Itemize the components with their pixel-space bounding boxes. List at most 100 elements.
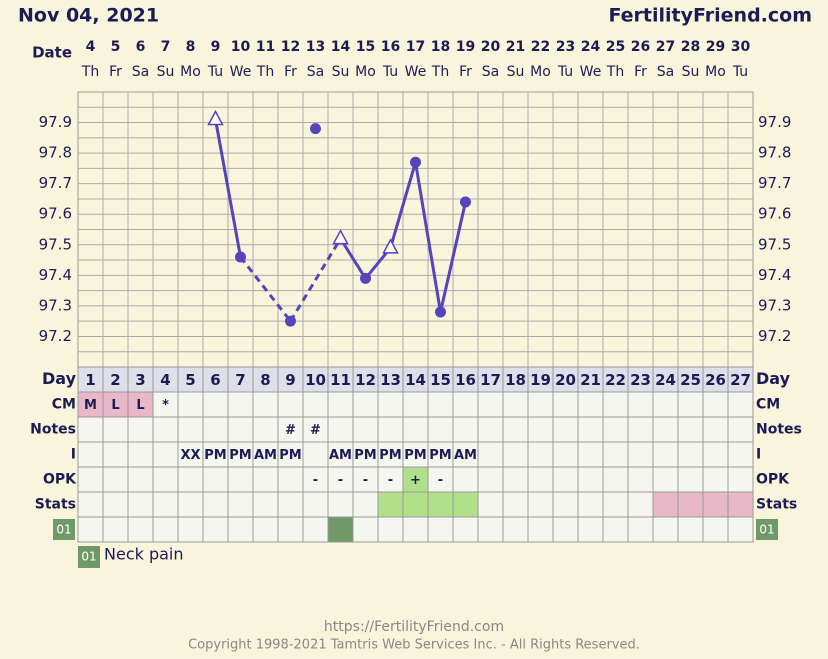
table-cell [677,366,704,393]
weekday-label: Th [431,64,449,80]
table-cell [402,491,429,518]
weekday-label: Su [682,64,700,80]
table-cell [277,491,304,518]
temp-point [285,315,296,327]
day-number: 22 [605,371,626,389]
table-cell [552,491,579,518]
date-label: 8 [186,39,196,55]
cell-text: - [438,473,443,488]
date-label: 4 [86,39,96,55]
table-cell [527,491,554,518]
table-cell [227,491,254,518]
date-label: 18 [431,39,450,55]
day-number: 5 [185,371,195,389]
table-cell [652,441,679,468]
table-cell [477,491,504,518]
table-cell [352,391,379,418]
weekday-label: Tu [557,64,573,80]
table-cell [452,391,479,418]
cell-text: # [285,423,296,438]
table-cell [327,366,354,393]
date-label: 16 [381,39,400,55]
temp-line [214,119,242,258]
table-cell [152,516,179,543]
table-cell [552,391,579,418]
day-number: 4 [160,371,170,389]
table-cell [227,441,254,468]
table-cell [377,416,404,443]
temp-point [382,238,399,254]
weekday-label: Fr [459,64,472,80]
weekday-label: We [230,64,252,80]
table-cell [177,391,204,418]
temp-line [389,161,417,249]
weekday-label: Tu [382,64,398,80]
table-cell [727,441,754,468]
table-cell [277,391,304,418]
table-cell [577,416,604,443]
table-cell [252,391,279,418]
weekday-label: Su [157,64,175,80]
day-number: 23 [630,371,651,389]
cell-text: PM [379,448,401,463]
table-cell [552,466,579,493]
row-label-right: 01 [759,523,774,537]
date-label: 6 [136,39,146,55]
table-cell [477,366,504,393]
date-label: 19 [456,39,475,55]
row-label: OPK [43,472,77,488]
table-cell [277,366,304,393]
table-cell [252,516,279,543]
date-label: Date [32,44,72,62]
table-cell [702,441,729,468]
y-tick-label-right: 97.5 [758,235,791,253]
date-label: 9 [211,39,221,55]
temp-line [439,201,467,313]
table-cell [427,491,454,518]
row-label: Day [42,369,77,388]
table-cell [527,366,554,393]
weekday-label: Sa [307,64,324,80]
chart-date: Nov 04, 2021 [18,5,159,27]
day-number: 10 [305,371,326,389]
row-label-right: I [756,447,761,463]
day-number: 1 [85,371,95,389]
table-cell [527,516,554,543]
footer-copyright: Copyright 1998-2021 Tamtris Web Services… [188,638,640,653]
table-cell [302,516,329,543]
temp-point [235,251,246,263]
table-cell [202,491,229,518]
y-tick-label: 97.3 [39,296,72,314]
date-label: 20 [481,39,501,55]
temp-point [332,229,349,245]
cell-text: PM [279,448,301,463]
date-label: 25 [606,39,625,55]
table-cell [252,491,279,518]
table-cell [77,491,104,518]
table-cell [552,516,579,543]
weekday-label: Mo [530,64,551,80]
table-cell [627,491,654,518]
day-number: 12 [355,371,376,389]
weekday-label: Th [256,64,274,80]
table-cell [652,391,679,418]
table-cell [327,416,354,443]
row-label: I [71,447,76,463]
table-cell [227,516,254,543]
table-cell [452,441,479,468]
row-label-right: Day [756,369,791,388]
legend-code: 01 [81,550,96,564]
table-cell [177,441,204,468]
row-label: Stats [35,497,76,513]
cell-text: PM [354,448,376,463]
weekday-label: Mo [355,64,376,80]
cell-text: L [111,398,119,413]
table-cell [177,491,204,518]
table-cell [77,516,104,543]
cell-text: PM [404,448,426,463]
table-cell [702,466,729,493]
cell-text: AM [254,448,277,463]
y-tick-label: 97.6 [39,205,72,223]
weekday-label: Tu [207,64,223,80]
table-cell [127,466,154,493]
